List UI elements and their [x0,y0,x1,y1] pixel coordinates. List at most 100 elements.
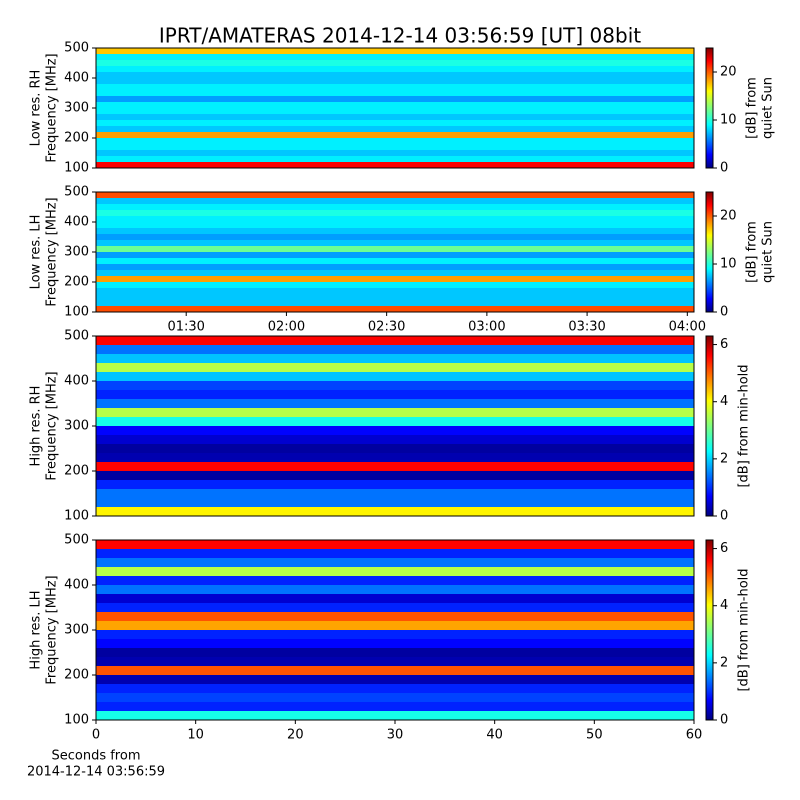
heat-cell [96,270,694,276]
heat-cell [96,228,694,234]
colorbar-tick-label: 10 [720,113,737,128]
y-axis-label: Frequency [MHz] [45,371,60,480]
heat-cell [96,240,694,246]
heat-cell [96,84,694,90]
colorbar-tick-label: 20 [720,65,737,80]
heat-cell [96,390,694,399]
y-tick-label: 200 [64,131,89,146]
heat-cell [96,684,694,693]
heat-cell [96,114,694,120]
colorbar [705,191,714,313]
x-tick-label: 01:30 [167,320,204,335]
heat-cell [96,345,694,354]
colorbar-tick-label: 2 [720,655,728,670]
heat-cell [96,693,694,702]
heat-cell [96,150,694,156]
heat-cell [96,471,694,480]
x-axis-label: 2014-12-14 03:56:59 [27,765,165,780]
heat-cell [96,408,694,417]
colorbar-label: [dB] from min-hold [737,364,752,487]
heat-cell [96,354,694,363]
heat-cell [96,198,694,204]
heat-cell [96,234,694,240]
x-tick-label: 60 [686,728,703,743]
heat-cell [96,507,694,516]
x-tick-label: 10 [187,728,204,743]
heat-cell [96,294,694,300]
y-axis-label: Frequency [MHz] [45,53,60,162]
heat-cell [96,381,694,390]
colorbar-tick-label: 0 [720,713,728,728]
colorbar [705,335,714,517]
heat-cell [96,162,694,168]
y-tick-label: 300 [64,101,89,116]
heat-cell [96,417,694,426]
heat-cell [96,210,694,216]
colorbar-tick-label: 4 [720,598,728,613]
x-tick-label: 03:30 [568,320,605,335]
heat-cell [96,549,694,558]
heat-cell [96,489,694,498]
heat-cell [96,120,694,126]
heat-cell [96,453,694,462]
x-tick-label: 02:30 [368,320,405,335]
y-axis-label: Low res. LH [29,215,44,290]
y-tick-label: 100 [64,713,89,728]
colorbar [705,539,714,721]
y-tick-label: 500 [64,41,89,56]
chart-title: IPRT/AMATERAS 2014-12-14 03:56:59 [UT] 0… [159,24,641,48]
heat-cell [96,372,694,381]
heat-cell [96,264,694,270]
y-tick-label: 500 [64,533,89,548]
heat-cell [96,612,694,621]
heat-cell [96,204,694,210]
heat-cell [96,48,694,54]
heat-cell [96,639,694,648]
heat-cell [96,435,694,444]
heat-cell [96,336,694,345]
x-axis-label: Seconds from [51,749,140,764]
y-axis-label: Frequency [MHz] [45,197,60,306]
heat-cell [96,288,694,294]
x-tick-label: 50 [586,728,603,743]
y-tick-label: 100 [64,305,89,320]
heat-cell [96,498,694,507]
heat-cell [96,144,694,150]
heat-cell [96,462,694,471]
heat-cell [96,648,694,657]
y-tick-label: 200 [64,464,89,479]
heat-cell [96,585,694,594]
y-tick-label: 100 [64,509,89,524]
heat-cell [96,363,694,372]
heat-cell [96,90,694,96]
x-tick-label: 0 [92,728,100,743]
heat-cell [96,276,694,282]
x-tick-label: 20 [287,728,304,743]
colorbar-label: [dB] from [745,77,760,139]
colorbar-tick-label: 6 [720,541,728,556]
x-tick-label: 30 [387,728,404,743]
heat-cell [96,132,694,138]
heat-cell [96,558,694,567]
colorbar-label: [dB] from [745,221,760,283]
y-axis-label: Low res. RH [29,70,44,147]
heat-cell [96,702,694,711]
y-tick-label: 200 [64,668,89,683]
colorbar-tick-label: 6 [720,337,728,352]
heat-cell [96,258,694,264]
heat-cell [96,66,694,72]
heat-cell [96,222,694,228]
y-axis-label: High res. LH [29,590,44,669]
y-tick-label: 300 [64,419,89,434]
y-axis-label: High res. RH [29,386,44,467]
heat-cell [96,711,694,720]
heat-cell [96,621,694,630]
heat-cell [96,246,694,252]
heat-cell [96,192,694,198]
heat-cell [96,594,694,603]
colorbar-label: quiet Sun [761,77,776,139]
colorbar-tick-label: 0 [720,509,728,524]
y-tick-label: 400 [64,71,89,86]
heat-cell [96,78,694,84]
